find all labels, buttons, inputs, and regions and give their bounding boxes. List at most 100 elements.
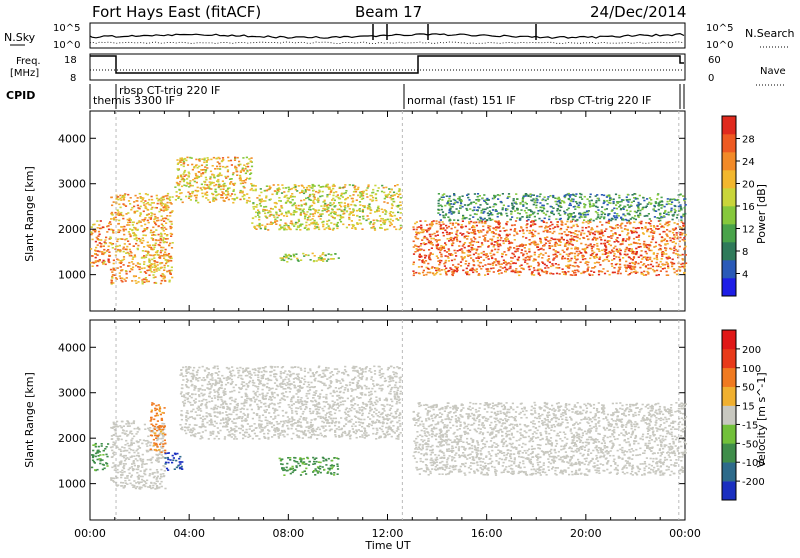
data-cell <box>285 202 287 204</box>
data-cell <box>108 251 110 253</box>
data-cell <box>326 260 328 262</box>
data-cell <box>437 234 439 236</box>
data-cell <box>114 426 116 428</box>
data-cell <box>163 220 165 222</box>
data-cell <box>538 256 540 258</box>
data-cell <box>564 245 566 247</box>
data-cell <box>465 263 467 265</box>
data-cell <box>533 270 535 272</box>
data-cell <box>397 212 399 214</box>
data-cell <box>466 274 468 276</box>
data-cell <box>647 257 649 259</box>
data-cell <box>496 242 498 244</box>
data-cell <box>592 239 594 241</box>
data-cell <box>385 194 387 196</box>
data-cell <box>127 194 129 196</box>
data-cell <box>153 439 155 441</box>
data-cell <box>541 199 543 201</box>
data-cell <box>341 211 343 213</box>
data-cell <box>622 207 624 209</box>
data-cell <box>157 264 159 266</box>
data-cell <box>144 486 146 488</box>
data-cell <box>118 204 120 206</box>
data-cell <box>144 219 146 221</box>
data-cell <box>137 465 139 467</box>
data-cell <box>617 202 619 204</box>
data-cell <box>348 219 350 221</box>
data-cell <box>137 262 139 264</box>
data-cell <box>615 204 617 206</box>
data-cell <box>150 419 152 421</box>
data-cell <box>188 172 190 174</box>
data-cell <box>444 205 446 207</box>
data-cell <box>153 247 155 249</box>
data-cell <box>652 235 654 237</box>
data-cell <box>563 201 565 203</box>
data-cell <box>622 241 624 243</box>
data-cell <box>131 269 133 271</box>
data-cell <box>449 210 451 212</box>
data-cell <box>526 227 528 229</box>
data-cell <box>617 251 619 253</box>
data-cell <box>367 186 369 188</box>
data-cell <box>645 245 647 247</box>
data-cell <box>568 244 570 246</box>
data-cell <box>656 259 658 261</box>
freq-left-label-2: [MHz] <box>10 68 39 79</box>
data-cell <box>167 219 169 221</box>
data-cell <box>134 227 136 229</box>
data-cell <box>412 264 414 266</box>
data-cell <box>661 236 663 238</box>
data-cell <box>307 197 309 199</box>
data-cell <box>559 202 561 204</box>
data-cell <box>684 248 686 250</box>
data-cell <box>326 227 328 229</box>
data-cell <box>650 203 652 205</box>
data-cell <box>655 203 657 205</box>
data-cell <box>260 188 262 190</box>
data-cell <box>539 210 541 212</box>
data-cell <box>608 196 610 198</box>
data-cell <box>106 250 108 252</box>
data-cell <box>413 272 415 274</box>
data-cell <box>275 223 277 225</box>
data-cell <box>616 240 618 242</box>
data-cell <box>265 197 267 199</box>
data-cell <box>543 249 545 251</box>
data-cell <box>477 206 479 208</box>
data-cell <box>126 277 128 279</box>
data-cell <box>508 240 510 242</box>
data-cell <box>155 282 157 284</box>
data-cell <box>618 257 620 259</box>
data-cell <box>539 226 541 228</box>
freq-left-tick-bottom: 8 <box>70 73 76 84</box>
data-cell <box>227 176 229 178</box>
data-cell <box>445 225 447 227</box>
data-cell <box>653 258 655 260</box>
data-cell <box>646 215 648 217</box>
data-cell <box>645 227 647 229</box>
data-cell <box>358 209 360 211</box>
data-cell <box>151 237 153 239</box>
data-cell <box>669 199 671 201</box>
data-cell <box>423 242 425 244</box>
data-cell <box>150 215 152 217</box>
data-cell <box>165 249 167 251</box>
data-cell <box>645 251 647 253</box>
data-cell <box>567 271 569 273</box>
data-cell <box>293 212 295 214</box>
data-cell <box>679 241 681 243</box>
data-cell <box>371 195 373 197</box>
data-cell <box>558 244 560 246</box>
data-cell <box>491 257 493 259</box>
data-cell <box>619 259 621 261</box>
data-cell <box>425 237 427 239</box>
data-cell <box>589 234 591 236</box>
data-cell <box>630 218 632 220</box>
data-cell <box>577 255 579 257</box>
data-cell <box>486 219 488 221</box>
data-cell <box>640 255 642 257</box>
data-cell <box>444 265 446 267</box>
data-cell <box>448 196 450 198</box>
data-cell <box>594 257 596 259</box>
